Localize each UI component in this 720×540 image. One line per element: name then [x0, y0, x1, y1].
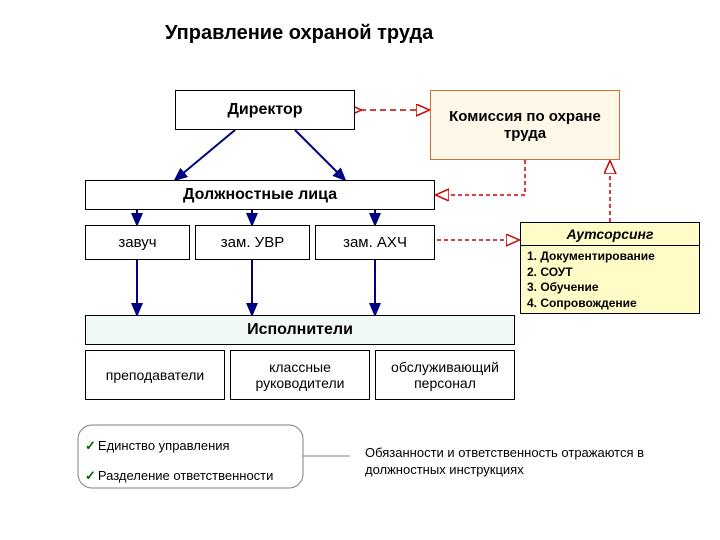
label-teachers: преподаватели	[106, 367, 205, 383]
out-item-4: 4. Сопровождение	[527, 296, 693, 312]
check-icon: ✓	[85, 438, 98, 453]
box-zam-uvr: зам. УВР	[195, 225, 310, 260]
box-staff: обслуживающий персонал	[375, 350, 515, 400]
box-zam-ahch: зам. АХЧ	[315, 225, 435, 260]
label-commission: Комиссия по охране труда	[441, 108, 609, 142]
box-director: Директор	[175, 90, 355, 130]
box-class-heads: классные руководители	[230, 350, 370, 400]
label-zam-ahch: зам. АХЧ	[343, 234, 407, 251]
label-outsourcing: Аутсорсинг	[567, 226, 654, 242]
box-outsourcing: Аутсорсинг	[520, 222, 700, 246]
box-teachers: преподаватели	[85, 350, 225, 400]
label-zavuch: завуч	[118, 234, 156, 251]
box-performers: Исполнители	[85, 315, 515, 345]
box-officials: Должностные лица	[85, 180, 435, 210]
label-class-heads: классные руководители	[237, 359, 363, 391]
label-officials: Должностные лица	[183, 186, 337, 204]
out-item-2: 2. СОУТ	[527, 265, 693, 281]
out-item-1: 1. Документирование	[527, 249, 693, 265]
box-zavuch: завуч	[85, 225, 190, 260]
label-director: Директор	[227, 101, 302, 119]
box-outsourcing-items: 1. Документирование 2. СОУТ 3. Обучение …	[520, 246, 700, 314]
label-performers: Исполнители	[247, 321, 353, 339]
note-duties: Обязанности и ответственность отражаются…	[365, 445, 665, 479]
note-unity: ✓Единство управления	[85, 438, 230, 454]
check-icon: ✓	[85, 468, 98, 483]
box-commission: Комиссия по охране труда	[430, 90, 620, 160]
note-division: ✓Разделение ответственности	[85, 468, 273, 484]
page-title: Управление охраной труда	[165, 22, 433, 45]
out-item-3: 3. Обучение	[527, 280, 693, 296]
label-staff: обслуживающий персонал	[382, 359, 508, 391]
label-zam-uvr: зам. УВР	[221, 234, 284, 251]
